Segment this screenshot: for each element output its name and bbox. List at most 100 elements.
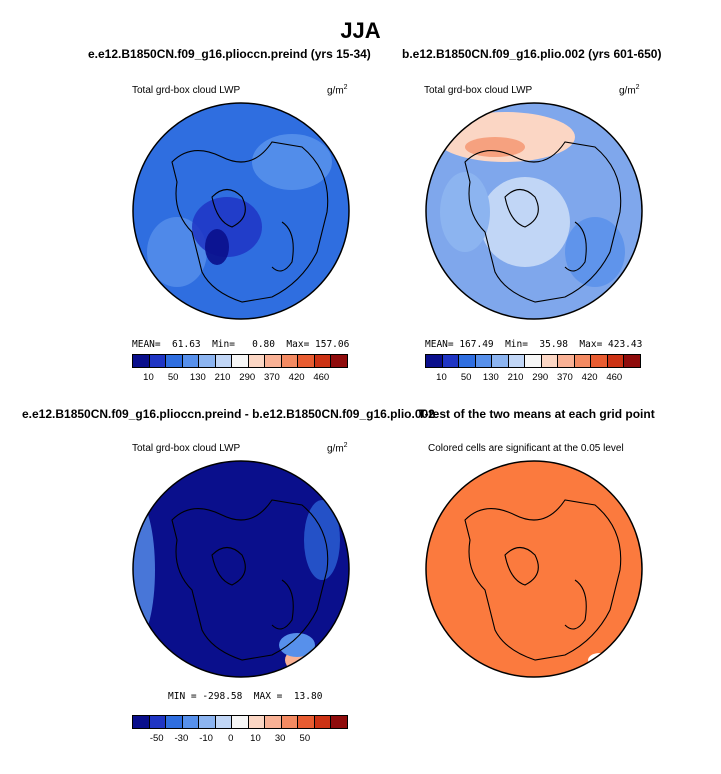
colorbar-swatch: [442, 355, 460, 367]
bottom-right-case-title: T-test of the two means at each grid poi…: [418, 407, 655, 421]
colorbar-swatch: [331, 716, 347, 728]
bottom-left-variable-label: Total grd-box cloud LWP: [132, 443, 241, 454]
colorbar-swatch: [574, 355, 592, 367]
colorbar-tick-label: 420: [288, 372, 305, 383]
bottom-left-stats: MIN = -298.58 MAX = 13.80: [168, 691, 323, 702]
colorbar-tick-label: 210: [214, 372, 231, 383]
colorbar-tick-label: 210: [507, 372, 524, 383]
colorbar-swatch: [426, 355, 443, 367]
colorbar-tick-label: 370: [263, 372, 280, 383]
colorbar-swatch: [215, 355, 233, 367]
colorbar-swatch: [215, 716, 233, 728]
colorbar-swatch: [607, 355, 625, 367]
top-right-stats: MEAN= 167.49 Min= 35.98 Max= 423.43: [425, 339, 643, 350]
colorbar-tick-label: 460: [606, 372, 623, 383]
colorbar-tick-label: -30: [174, 733, 189, 744]
colorbar-swatch: [508, 355, 526, 367]
bottom-right-note: Colored cells are significant at the 0.0…: [428, 443, 624, 454]
colorbar-swatch: [133, 716, 150, 728]
colorbar-swatch: [298, 355, 315, 367]
colorbar-tick-label: 50: [167, 372, 179, 383]
top-left-units-label: g/m2: [327, 84, 348, 97]
top-right-variable-label: Total grd-box cloud LWP: [424, 85, 533, 96]
top-right-field-low-patch: [565, 217, 625, 287]
colorbar-swatch: [624, 355, 640, 367]
colorbar-swatch: [314, 355, 332, 367]
colorbar-swatch: [265, 716, 282, 728]
bottom-left-colorbar: [132, 715, 348, 729]
top-right-case-title: b.e12.B1850CN.f09_g16.plio.002 (yrs 601-…: [402, 47, 662, 61]
colorbar-swatch: [199, 355, 216, 367]
colorbar-swatch: [166, 355, 183, 367]
colorbar-tick-label: 10: [143, 372, 154, 383]
bottom-left-units-label: g/m2: [327, 442, 348, 455]
top-left-colorbar: [132, 354, 348, 368]
colorbar-swatch: [331, 355, 347, 367]
colorbar-tick-label: 10: [436, 372, 447, 383]
bottom-left-colorbar-ticks: -50 -30 -10 0 10 30 50: [132, 733, 346, 745]
colorbar-swatch: [265, 355, 282, 367]
top-right-colorbar-ticks: 10 50 130 210 290 370 420 460: [425, 372, 639, 384]
colorbar-swatch: [558, 355, 575, 367]
colorbar-swatch: [525, 355, 542, 367]
top-left-field-lighter-patch: [252, 134, 332, 190]
colorbar-tick-label: 290: [239, 372, 256, 383]
colorbar-tick-label: 130: [189, 372, 206, 383]
top-right-field-low-patch: [480, 177, 570, 267]
colorbar-tick-label: 30: [274, 733, 286, 744]
colorbar-swatch: [541, 355, 559, 367]
colorbar-swatch: [232, 355, 249, 367]
colorbar-swatch: [248, 716, 266, 728]
bottom-right-coastlines: [464, 499, 622, 661]
colorbar-swatch: [133, 355, 150, 367]
top-left-coastlines: [171, 141, 329, 303]
colorbar-swatch: [591, 355, 608, 367]
colorbar-swatch: [182, 355, 200, 367]
colorbar-tick-label: -50: [149, 733, 164, 744]
colorbar-tick-label: 370: [556, 372, 573, 383]
colorbar-tick-label: 50: [460, 372, 472, 383]
top-right-field-high-patch: [465, 137, 525, 157]
colorbar-tick-label: 420: [581, 372, 598, 383]
colorbar-swatch: [149, 355, 167, 367]
top-left-field-darker-patch: [205, 229, 229, 265]
colorbar-swatch: [281, 355, 299, 367]
bottom-left-map-field: [133, 461, 349, 677]
top-left-variable-label: Total grd-box cloud LWP: [132, 85, 241, 96]
top-right-coastlines: [464, 141, 622, 303]
colorbar-tick-label: 460: [313, 372, 330, 383]
bottom-left-field-edge-patch: [304, 500, 340, 580]
bottom-left-case-title: e.e12.B1850CN.f09_g16.pliocсn.preind - b…: [22, 407, 435, 421]
top-left-field-lighter-patch: [147, 217, 207, 287]
colorbar-tick-label: 290: [532, 372, 549, 383]
colorbar-tick-label: 50: [299, 733, 311, 744]
colorbar-swatch: [248, 355, 266, 367]
bottom-right-polar-map: [425, 460, 643, 678]
colorbar-swatch: [298, 716, 315, 728]
bottom-left-polar-map: [132, 460, 350, 678]
top-right-field-low-patch: [440, 172, 490, 252]
colorbar-swatch: [492, 355, 509, 367]
top-left-case-title: e.e12.B1850CN.f09_g16.pliocсn.preind (yr…: [88, 47, 371, 61]
colorbar-tick-label: 0: [228, 733, 234, 744]
colorbar-swatch: [199, 716, 216, 728]
colorbar-swatch: [314, 716, 332, 728]
figure-title: JJA: [340, 18, 381, 43]
top-right-units-label: g/m2: [619, 84, 640, 97]
colorbar-swatch: [281, 716, 299, 728]
colorbar-tick-label: -10: [199, 733, 213, 744]
colorbar-swatch: [475, 355, 493, 367]
colorbar-swatch: [149, 716, 167, 728]
colorbar-swatch: [232, 716, 249, 728]
top-right-polar-map: [425, 102, 643, 320]
top-right-colorbar: [425, 354, 641, 368]
colorbar-swatch: [166, 716, 183, 728]
top-left-colorbar-ticks: 10 50 130 210 290 370 420 460: [132, 372, 346, 384]
colorbar-swatch: [459, 355, 476, 367]
colorbar-swatch: [182, 716, 200, 728]
top-left-stats: MEAN= 61.63 Min= 0.80 Max= 157.06: [132, 339, 350, 350]
bottom-right-map-field: [426, 461, 642, 677]
bottom-left-coastlines: [171, 499, 329, 661]
bottom-left-field-edge-patch: [279, 633, 315, 657]
top-left-polar-map: [132, 102, 350, 320]
